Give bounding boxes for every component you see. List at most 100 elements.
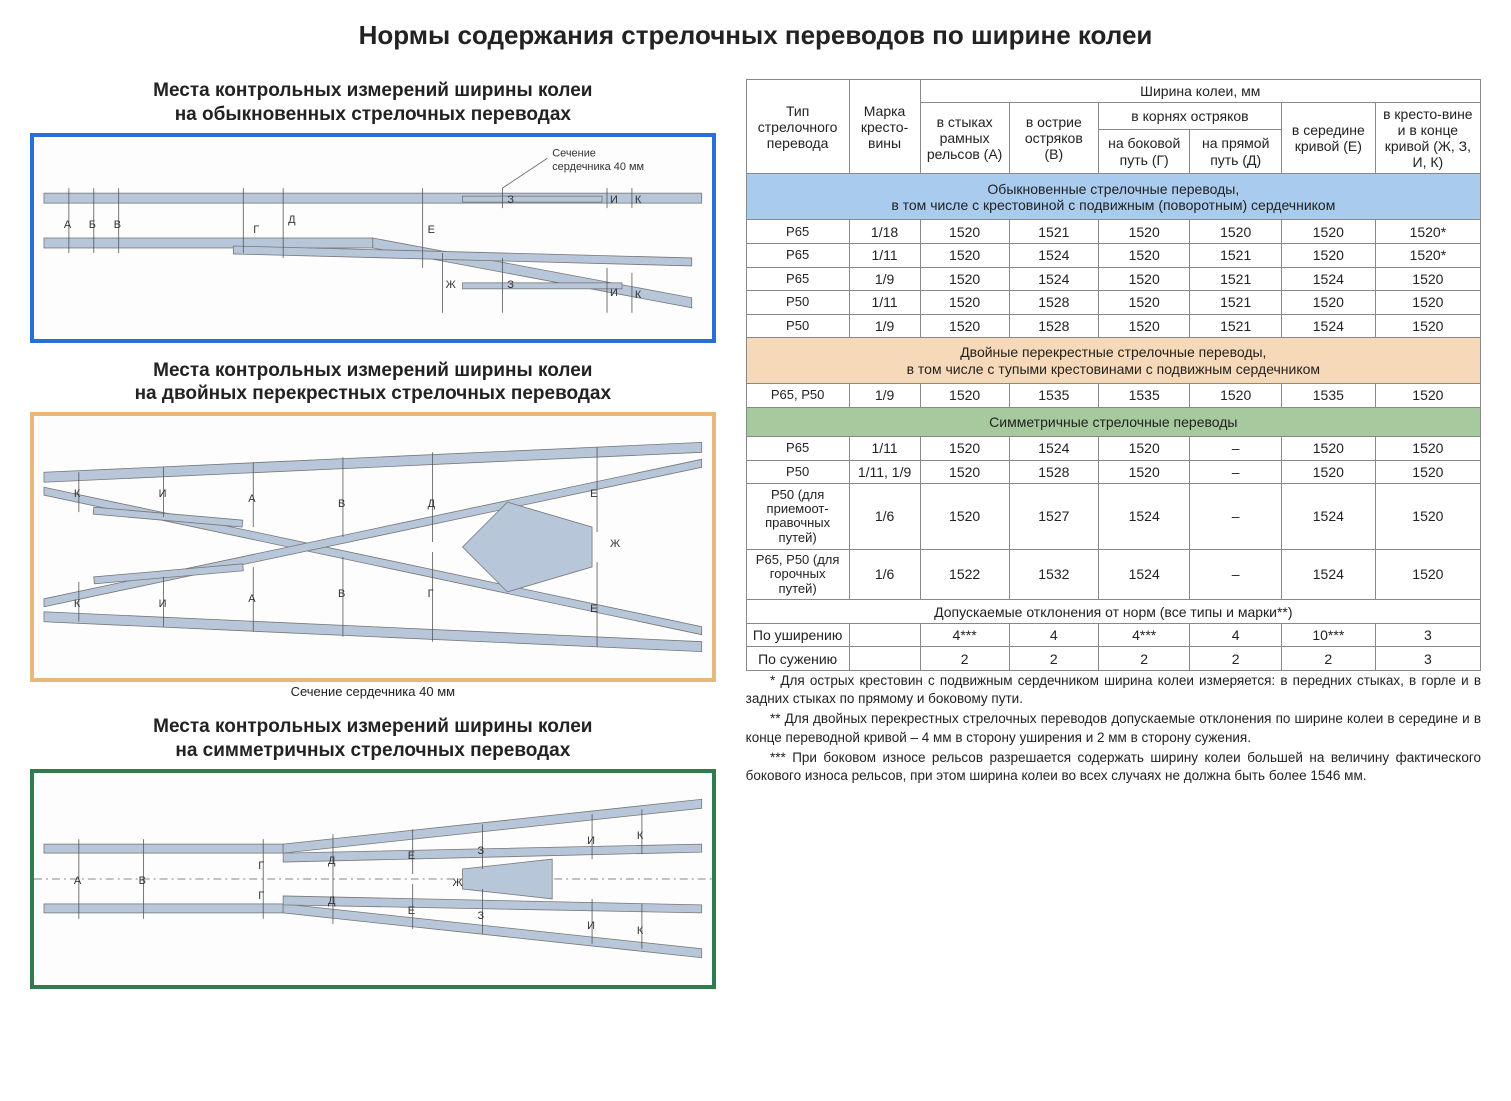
table-cell: 1/9 [849, 314, 920, 338]
deviation-value-cell: 4*** [1098, 623, 1190, 647]
svg-text:И: И [587, 835, 595, 847]
gauge-table: Тип стрелочного перевода Марка кресто-ви… [746, 79, 1481, 662]
svg-text:К: К [635, 194, 642, 206]
table-cell: 1520 [1098, 267, 1190, 291]
table-cell: Р65 [746, 437, 849, 461]
table-cell: Р50 [746, 314, 849, 338]
table-cell: – [1190, 549, 1282, 600]
table-cell: 1520 [920, 244, 1009, 268]
deviation-value-cell: 4 [1009, 623, 1098, 647]
svg-text:Ж: Ж [610, 538, 620, 550]
table-row: Р65, Р501/9152015351535152015351520 [746, 384, 1480, 408]
diagram-double-box: КК ИИ АА ВВ ДГ ЕЕ Ж [30, 412, 716, 682]
table-cell: 1535 [1009, 384, 1098, 408]
table-cell: 1535 [1098, 384, 1190, 408]
table-cell: 1520 [1098, 291, 1190, 315]
table-row: Р50 (для приемоот-правочных путей)1/6152… [746, 484, 1480, 549]
table-cell: Р65 [746, 244, 849, 268]
table-cell: 1520 [920, 220, 1009, 244]
svg-text:К: К [637, 830, 644, 842]
svg-text:Г: Г [258, 889, 264, 901]
deviation-value-cell: 2 [1190, 647, 1282, 671]
table-cell: 1/9 [849, 267, 920, 291]
table-cell: 1520 [920, 314, 1009, 338]
table-cell: 1528 [1009, 291, 1098, 315]
table-cell: 1520 [1098, 220, 1190, 244]
footnote-2: ** Для двойных перекрестных стрелочных п… [746, 710, 1481, 746]
deviation-value-cell: 2 [920, 647, 1009, 671]
table-cell: – [1190, 437, 1282, 461]
diagram-symmetric-title: Места контрольных измерений ширины колеи… [30, 715, 716, 763]
svg-text:А: А [74, 874, 82, 886]
diagram-ordinary-box: Сечение сердечника 40 мм [30, 133, 716, 343]
svg-text:Е: Е [590, 488, 597, 500]
table-cell: 1521 [1190, 291, 1282, 315]
table-cell: 1521 [1009, 220, 1098, 244]
table-cell: 1520 [1375, 460, 1480, 484]
deviation-value-cell: 10*** [1281, 623, 1375, 647]
svg-text:Д: Д [428, 498, 436, 510]
svg-text:З: З [477, 845, 484, 857]
section-header-row: Обыкновенные стрелочные переводы,в том ч… [746, 174, 1480, 220]
diagram-ordinary-title: Места контрольных измерений ширины колеи… [30, 79, 716, 127]
th-A: в стыках рамных рельсов (А) [920, 103, 1009, 174]
table-cell: 1527 [1009, 484, 1098, 549]
table-cell: 1520* [1375, 220, 1480, 244]
table-row: Р651/18152015211520152015201520* [746, 220, 1480, 244]
svg-text:Г: Г [428, 588, 434, 600]
svg-text:А: А [248, 593, 256, 605]
deviation-value-cell: 4*** [920, 623, 1009, 647]
section-header-cell: Обыкновенные стрелочные переводы,в том ч… [746, 174, 1480, 220]
svg-text:И: И [610, 286, 618, 298]
table-cell: 1520 [1190, 220, 1282, 244]
table-cell: 1520 [1098, 460, 1190, 484]
table-cell: 1520 [920, 267, 1009, 291]
diagram-ordinary-svg: Сечение сердечника 40 мм [34, 137, 712, 339]
table-cell: 1520 [1375, 484, 1480, 549]
footnotes: * Для острых крестовин с подвижным серде… [746, 672, 1481, 787]
table-cell: Р65, Р50 [746, 384, 849, 408]
table-cell: 1520 [920, 460, 1009, 484]
deviations-header-cell: Допускаемые отклонения от норм (все типы… [746, 600, 1480, 624]
diagram-ordinary: Места контрольных измерений ширины колеи… [30, 79, 716, 343]
diagram-symmetric: Места контрольных измерений ширины колеи… [30, 715, 716, 989]
table-cell: 1520 [1375, 549, 1480, 600]
table-cell: 1520 [1375, 384, 1480, 408]
svg-text:В: В [139, 874, 146, 886]
svg-text:В: В [338, 588, 345, 600]
table-row: Р65, Р50 (для горочных путей)1/615221532… [746, 549, 1480, 600]
section-header-row: Симметричные стрелочные переводы [746, 407, 1480, 437]
svg-text:Б: Б [89, 219, 96, 231]
deviation-value-cell: 2 [1098, 647, 1190, 671]
table-cell: 1524 [1098, 484, 1190, 549]
gauge-table-head: Тип стрелочного перевода Марка кресто-ви… [746, 80, 1480, 174]
diagram-double-caption: Сечение сердечника 40 мм [30, 684, 716, 699]
svg-text:К: К [74, 488, 81, 500]
table-cell: 1520 [1375, 437, 1480, 461]
svg-text:И: И [587, 919, 595, 931]
deviation-label-cell: По уширению [746, 623, 849, 647]
table-cell: 1521 [1190, 314, 1282, 338]
table-row: Р651/11152015241520–15201520 [746, 437, 1480, 461]
section-header-row: Двойные перекрестные стрелочные переводы… [746, 338, 1480, 384]
table-cell: 1520 [920, 437, 1009, 461]
svg-text:Д: Д [328, 855, 336, 867]
table-cell: 1520 [1281, 244, 1375, 268]
table-cell: 1520 [1281, 220, 1375, 244]
section-header-cell: Двойные перекрестные стрелочные переводы… [746, 338, 1480, 384]
table-cell: 1520 [1375, 267, 1480, 291]
deviation-value-cell: 2 [1009, 647, 1098, 671]
table-row: Р501/11152015281520152115201520 [746, 291, 1480, 315]
table-cell: 1/11, 1/9 [849, 460, 920, 484]
table-row: Р651/11152015241520152115201520* [746, 244, 1480, 268]
diagram-double-svg: КК ИИ АА ВВ ДГ ЕЕ Ж [34, 416, 712, 678]
diagram-double: Места контрольных измерений ширины колеи… [30, 359, 716, 700]
table-cell: 1520 [1098, 314, 1190, 338]
left-column: Места контрольных измерений ширины колеи… [30, 79, 716, 997]
table-cell: 1520 [1098, 437, 1190, 461]
deviation-label-cell: По сужению [746, 647, 849, 671]
diagram-ordinary-title-l2: на обыкновенных стрелочных переводах [175, 104, 571, 125]
diagram-double-title-l1: Места контрольных измерений ширины колеи [153, 360, 592, 381]
table-cell: – [1190, 484, 1282, 549]
table-cell: 1520 [1375, 291, 1480, 315]
